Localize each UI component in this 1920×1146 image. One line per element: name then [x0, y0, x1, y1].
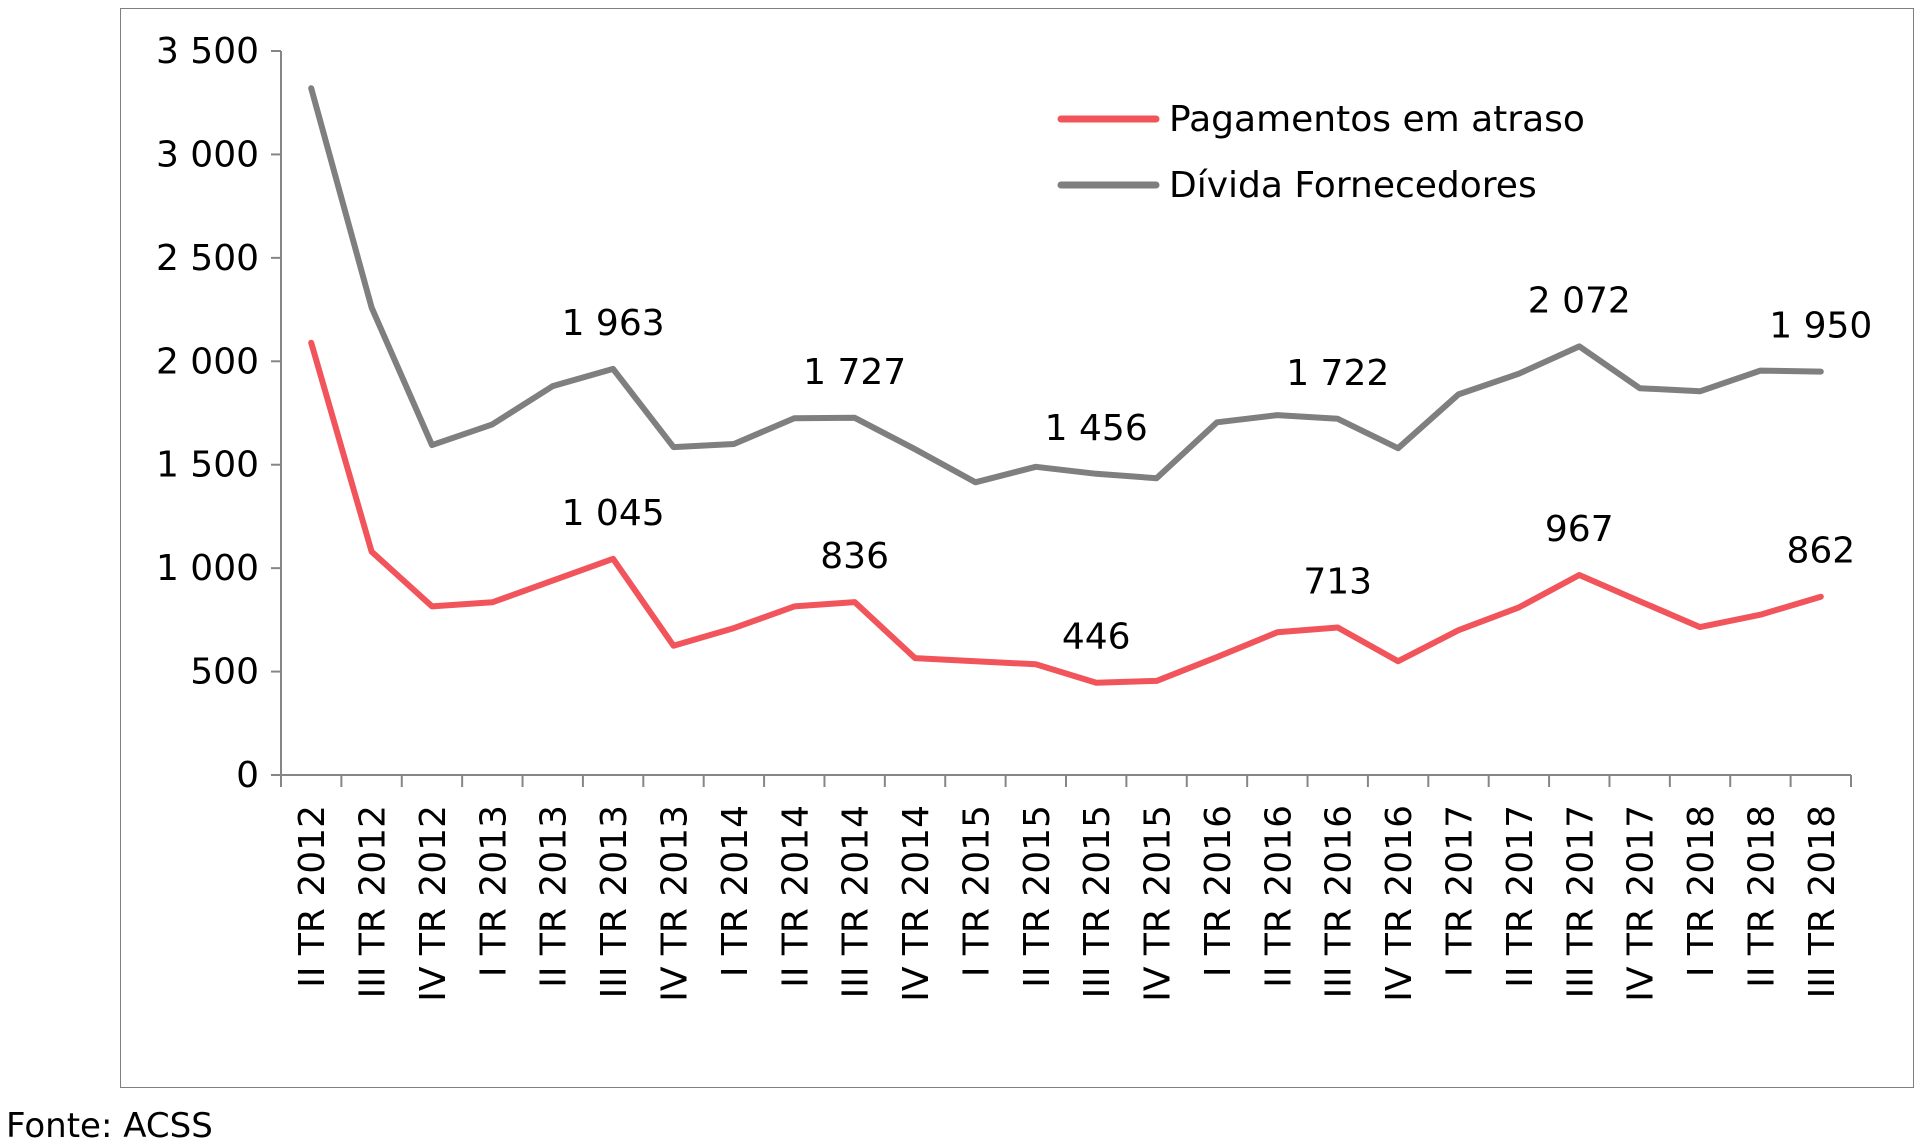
y-tick-label: 2 000: [156, 341, 259, 382]
data-labels: 1 045 836 446 713 967 862 1 963 1 727 1 456 1 722…: [562, 280, 1873, 657]
x-tick-label: III TR 2013: [594, 805, 635, 998]
x-tick-label: IV TR 2014: [896, 805, 937, 1002]
series-line-1: [308, 339, 1824, 686]
y-tick-label: 2 500: [156, 238, 259, 279]
data-label: 1 456: [1045, 408, 1148, 449]
x-tick-label: II TR 2014: [775, 805, 816, 988]
x-tick-label: II TR 2017: [1500, 805, 1541, 988]
line-chart: 0 500 1 000 1 500 2 000 2 500 3 000 3 500 II TR …: [156, 31, 1873, 1002]
x-tick-label: III TR 2016: [1319, 805, 1360, 998]
x-tick-label: IV TR 2015: [1138, 805, 1179, 1002]
series-lines: [308, 85, 1824, 686]
data-label: 1 727: [803, 352, 906, 393]
x-tick-label: I TR 2014: [715, 805, 756, 977]
data-label: 1 950: [1769, 306, 1872, 347]
x-tick-label: II TR 2018: [1741, 805, 1782, 988]
x-tick-label: IV TR 2012: [413, 805, 454, 1002]
y-tick-label: 500: [190, 652, 259, 693]
x-tick-label: III TR 2012: [353, 805, 394, 998]
x-tick-label: IV TR 2017: [1621, 805, 1662, 1002]
x-tick-label: I TR 2018: [1681, 805, 1722, 977]
y-tick-label: 3 000: [156, 134, 259, 175]
source-note: Fonte: ACSS: [6, 1106, 213, 1146]
x-tick-label: II TR 2012: [292, 805, 333, 988]
series-line-2: [308, 85, 1824, 486]
data-label: 2 072: [1528, 280, 1631, 321]
data-label: 862: [1786, 531, 1855, 572]
y-tick-label: 0: [236, 755, 259, 796]
data-label: 1 045: [562, 493, 665, 534]
x-tick-label: I TR 2015: [956, 805, 997, 977]
x-tick-label: I TR 2016: [1198, 805, 1239, 977]
data-label: 1 963: [562, 303, 665, 344]
data-label: 836: [820, 536, 889, 577]
x-tick-label: II TR 2015: [1017, 805, 1058, 988]
x-tick-label: IV TR 2013: [655, 805, 696, 1002]
x-tick-label: I TR 2017: [1440, 805, 1481, 977]
x-tick-label: I TR 2013: [473, 805, 514, 977]
x-tick-label: III TR 2018: [1802, 805, 1843, 998]
axes: 0 500 1 000 1 500 2 000 2 500 3 000 3 500 II TR …: [156, 31, 1852, 1002]
y-tick-label: 1 500: [156, 445, 259, 486]
y-tick-label: 3 500: [156, 31, 259, 72]
data-label: 967: [1545, 509, 1614, 550]
x-tick-label: III TR 2015: [1077, 805, 1118, 998]
x-tick-label: IV TR 2016: [1379, 805, 1420, 1002]
y-tick-label: 1 000: [156, 548, 259, 589]
legend-entry-label: Dívida Fornecedores: [1169, 165, 1537, 206]
x-tick-label: III TR 2017: [1560, 805, 1601, 998]
x-tick-label: III TR 2014: [836, 805, 877, 998]
data-label: 713: [1303, 562, 1372, 603]
legend: Pagamentos em atraso Dívida Fornecedores: [1057, 99, 1585, 206]
legend-entry-label: Pagamentos em atraso: [1169, 99, 1585, 140]
data-label: 1 722: [1286, 353, 1389, 394]
data-label: 446: [1062, 617, 1131, 658]
chart-frame: 0 500 1 000 1 500 2 000 2 500 3 000 3 500 II TR …: [120, 8, 1914, 1088]
x-tick-label: II TR 2013: [534, 805, 575, 988]
x-tick-label: II TR 2016: [1258, 805, 1299, 988]
